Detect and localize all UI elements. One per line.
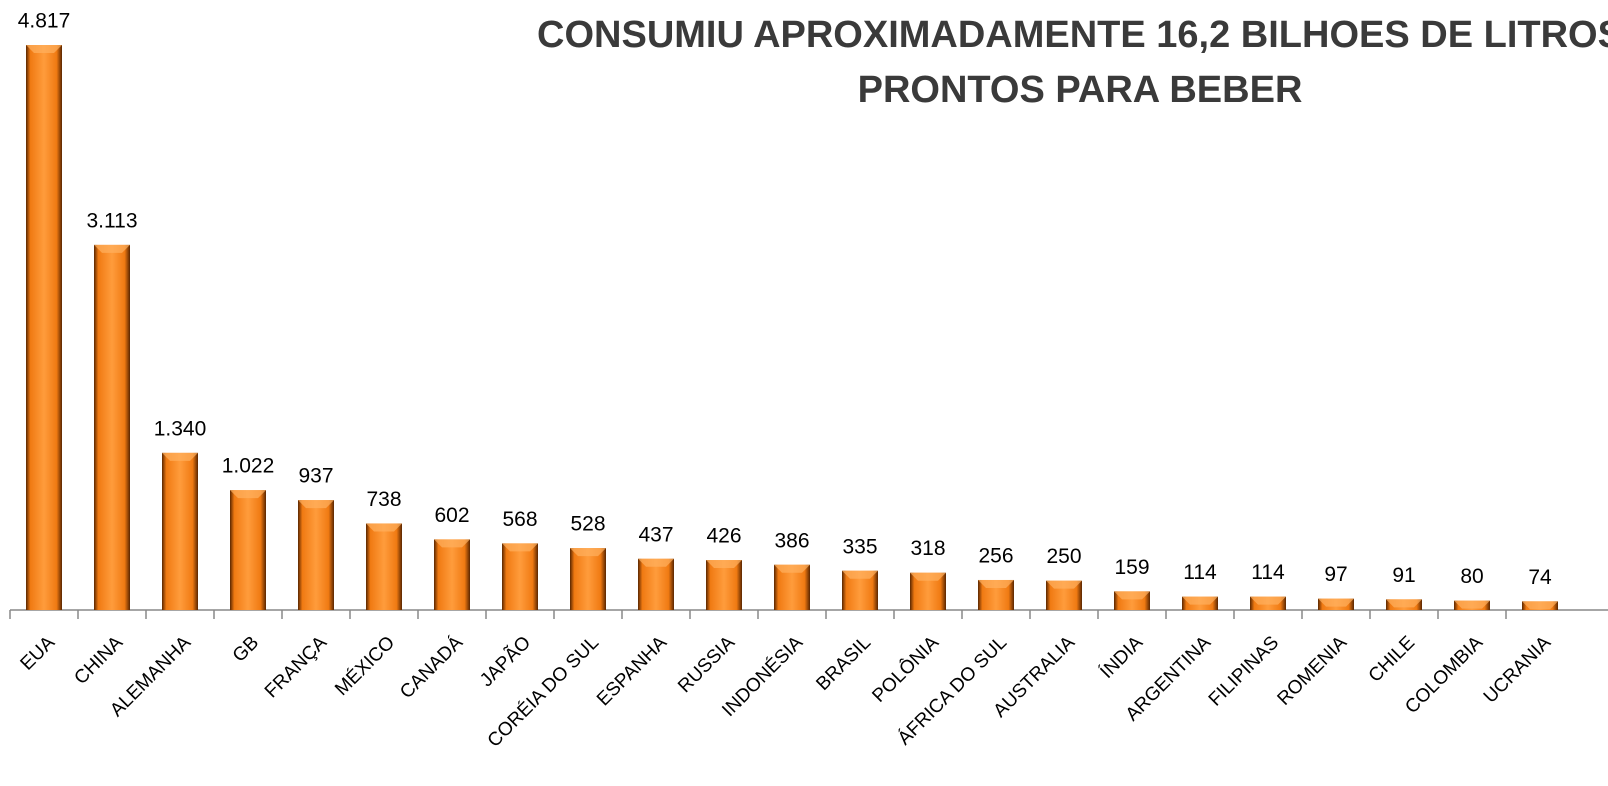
bar-bevel <box>230 490 266 499</box>
x-tick-label: BRASIL <box>812 632 875 695</box>
value-label: 437 <box>638 523 673 546</box>
value-label: 318 <box>910 537 945 560</box>
bar-bevel <box>910 572 946 581</box>
bar-bevel <box>1318 598 1354 607</box>
x-tick-label: MÉXICO <box>331 632 399 700</box>
bar-bevel <box>1250 596 1286 605</box>
x-tick-label: CHILE <box>1365 632 1419 686</box>
bar <box>26 45 62 610</box>
x-tick-label: FRANÇA <box>261 632 331 702</box>
bar <box>638 558 674 610</box>
bar-bevel <box>502 543 538 552</box>
value-label: 97 <box>1324 563 1347 586</box>
bar-bevel <box>774 564 810 573</box>
value-label: 335 <box>842 535 877 558</box>
value-label: 1.022 <box>222 455 275 478</box>
value-label: 3.113 <box>87 209 138 232</box>
value-label: 256 <box>978 545 1013 568</box>
value-label: 738 <box>366 488 401 511</box>
value-label: 91 <box>1392 564 1415 587</box>
bar <box>298 500 334 610</box>
value-label: 250 <box>1046 545 1081 568</box>
bar <box>366 523 402 610</box>
x-tick-label: EUA <box>17 632 60 675</box>
value-label: 426 <box>706 525 741 548</box>
value-label: 937 <box>298 465 333 488</box>
chart-title: PRONTOS PARA BEBER <box>858 69 1303 111</box>
bar-bevel <box>1046 580 1082 589</box>
bar-bevel <box>1454 600 1490 609</box>
bar-bevel <box>978 579 1014 588</box>
value-label: 159 <box>1114 556 1149 579</box>
bar-bevel <box>706 560 742 569</box>
value-label: 1.340 <box>154 417 207 440</box>
bar-bevel <box>638 558 674 567</box>
x-tick-label: CHINA <box>70 632 127 689</box>
x-tick-label: UCRANIA <box>1480 632 1556 708</box>
bar-bevel <box>1386 599 1422 608</box>
x-tick-label: RUSSIA <box>674 632 739 697</box>
bar <box>230 490 266 610</box>
bar-bevel <box>570 548 606 557</box>
bar-bevel <box>1114 591 1150 600</box>
x-tick-label: JAPÃO <box>475 632 535 692</box>
value-label: 114 <box>1183 561 1217 584</box>
x-tick-label: CANADÁ <box>396 632 467 703</box>
bar <box>706 560 742 610</box>
bar <box>570 548 606 610</box>
value-label: 74 <box>1528 566 1552 589</box>
value-label: 386 <box>774 529 809 552</box>
bar-bevel <box>162 452 198 461</box>
x-tick-label: FILIPINAS <box>1205 632 1283 710</box>
bar-bevel <box>1182 596 1218 605</box>
value-label: 568 <box>502 508 537 531</box>
x-tick-label: ROMENIA <box>1274 632 1352 710</box>
x-tick-label: GB <box>229 632 263 666</box>
bar <box>94 244 130 611</box>
bar-bevel <box>298 500 334 509</box>
bar-bevel <box>434 539 470 548</box>
bar <box>502 543 538 610</box>
value-label: 4.817 <box>18 10 71 33</box>
bar-bevel <box>366 523 402 532</box>
bar <box>162 452 198 610</box>
chart-title: CONSUMIU APROXIMADAMENTE 16,2 BILHOES DE… <box>537 14 1608 56</box>
value-label: 114 <box>1251 561 1285 584</box>
bar-bevel <box>26 45 62 53</box>
bar-bevel <box>94 244 130 253</box>
bar-bevel <box>1522 601 1558 610</box>
x-tick-label: ESPANHA <box>593 632 671 710</box>
bar <box>434 539 470 610</box>
value-label: 602 <box>434 504 469 527</box>
bar-bevel <box>842 570 878 579</box>
x-tick-label: ÍNDIA <box>1096 632 1147 683</box>
value-label: 80 <box>1460 565 1483 588</box>
value-label: 528 <box>570 513 605 536</box>
